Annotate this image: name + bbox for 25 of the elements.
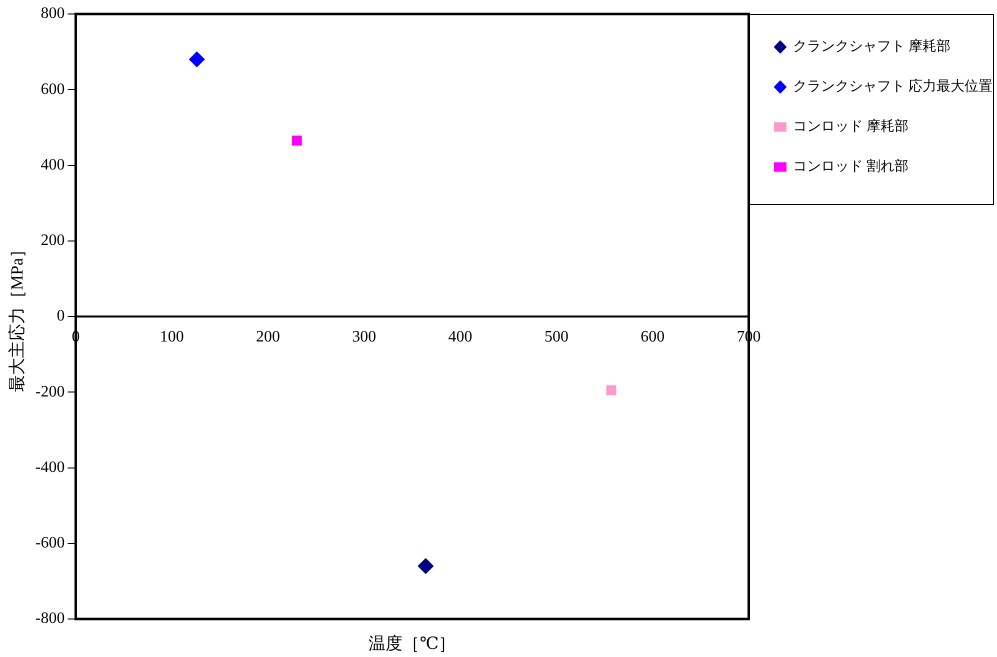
y-tick-label: 400 <box>40 156 65 174</box>
y-tick-label: 0 <box>56 308 65 325</box>
point <box>418 558 434 574</box>
x-tick-label: 200 <box>256 328 280 346</box>
legend-label: クランクシャフト 応力最大位置 <box>792 78 992 95</box>
x-tick-label: 500 <box>544 328 568 346</box>
x-tick-label: 400 <box>448 328 472 346</box>
y-tick-label: 200 <box>40 232 65 250</box>
point <box>606 385 616 396</box>
x-tick-label: 100 <box>160 328 184 346</box>
point <box>189 52 205 68</box>
y-tick-label: 800 <box>40 5 65 22</box>
y-axis-title: 最大主応力［MPa］ <box>8 240 27 392</box>
y-tick-label: 600 <box>40 80 65 98</box>
legend-label: クランクシャフト 摩耗部 <box>792 38 950 55</box>
y-tick-label: -800 <box>35 610 65 628</box>
y-tick-label: -200 <box>35 383 65 400</box>
legend-label: コンロッド 摩耗部 <box>792 118 908 135</box>
point <box>292 136 302 146</box>
x-tick-label: 600 <box>640 328 665 346</box>
y-tick-label: -400 <box>35 458 65 476</box>
y-tick-label: -600 <box>35 534 65 552</box>
x-axis-title: 温度［℃］ <box>368 634 456 653</box>
legend-label: コンロッド 割れ部 <box>792 158 908 175</box>
x-tick-label: 300 <box>352 328 376 346</box>
